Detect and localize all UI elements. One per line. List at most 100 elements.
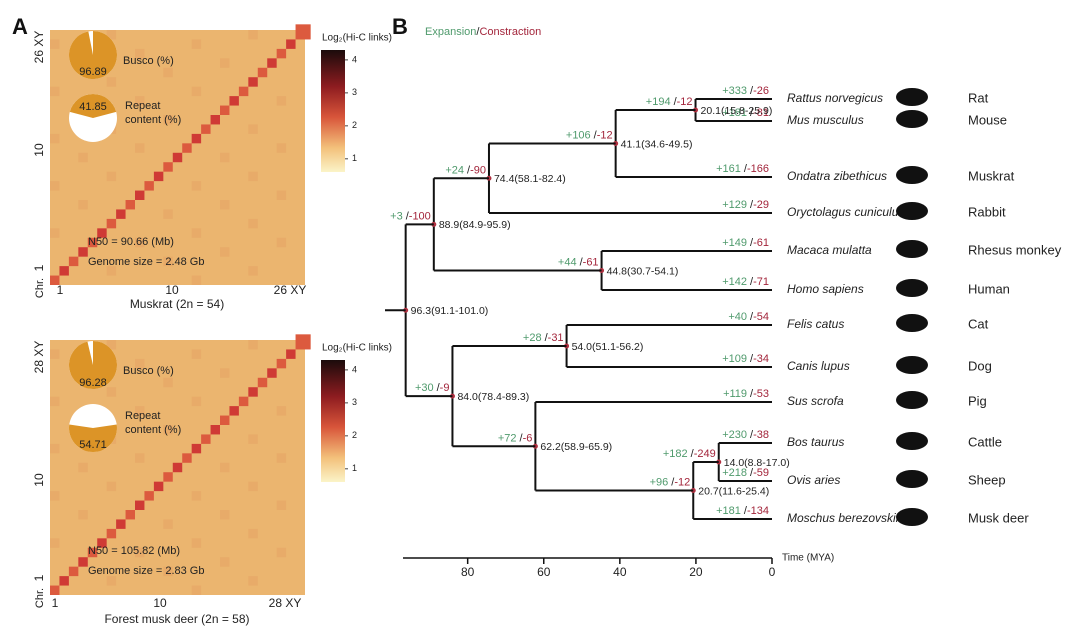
map-caption: Forest musk deer (2n = 58) — [104, 612, 249, 626]
branch-label: +106/-12 — [566, 129, 613, 141]
heatmap-texture — [248, 528, 258, 539]
repeat-label: content (%) — [125, 424, 181, 436]
expansion: +161 — [716, 163, 741, 175]
branch-label: +72/-6 — [498, 432, 533, 444]
heatmap-texture — [50, 443, 60, 454]
species: Homo sapiens — [787, 282, 864, 296]
contraction: -166 — [747, 163, 769, 175]
common-name: Cat — [968, 316, 989, 331]
separator: / — [691, 448, 695, 460]
heatmap-texture — [106, 266, 117, 276]
busco-value: 96.89 — [79, 66, 107, 78]
species: Mus musculus — [787, 113, 864, 127]
expansion: +28 — [523, 332, 542, 344]
separator: / — [594, 129, 598, 141]
branch-label: +30/-9 — [415, 382, 450, 394]
heatmap-texture — [191, 86, 202, 97]
heatmap-texture — [191, 275, 202, 285]
heatmap-texture — [220, 557, 230, 567]
species-icon — [896, 314, 928, 332]
heatmap-texture — [50, 228, 60, 238]
node-age: 44.8(30.7-54.1) — [607, 265, 679, 277]
repeat-label: content (%) — [125, 114, 181, 126]
heatmap-texture — [248, 124, 258, 134]
time-axis-label: Time (MYA) — [782, 553, 834, 564]
diagonal-block — [286, 39, 296, 49]
diagonal-block — [210, 425, 220, 435]
panel-letter: A — [12, 14, 28, 39]
tree: Rattus norvegicus Rat Mus musculus Mouse +33… — [385, 85, 1062, 526]
colorbar-tick-label: 3 — [352, 397, 357, 407]
heatmap-texture — [248, 171, 258, 182]
heatmap-texture — [276, 406, 287, 416]
branch-label: +230/-38 — [722, 429, 769, 441]
species: Felis catus — [787, 317, 844, 331]
diagonal-block — [135, 500, 145, 510]
heatmap-texture — [50, 133, 60, 144]
genome-size: Genome size = 2.83 Gb — [88, 565, 204, 577]
species-icon — [896, 88, 928, 106]
heatmap-texture — [248, 30, 258, 40]
colorbar-title: Log₂(Hi-C links) — [322, 33, 392, 44]
common-name: Muskrat — [968, 168, 1015, 183]
heatmap-texture — [106, 481, 117, 492]
heatmap-texture — [106, 77, 117, 87]
hic-map: 26 XY 10 1 Chr. 1 10 26 XY Muskrat (2n = 54) 96.… — [32, 24, 392, 311]
time-tick-label: 60 — [537, 565, 551, 579]
diagonal-block — [182, 453, 192, 463]
heatmap-texture — [163, 67, 173, 78]
x-axis-label: 26 XY — [274, 283, 307, 297]
y-axis-label: 1 — [32, 574, 46, 581]
genome-size: Genome size = 2.48 Gb — [88, 256, 204, 268]
diagonal-block — [116, 209, 126, 219]
diagonal-block — [78, 247, 88, 257]
legend-separator: / — [476, 26, 480, 38]
x-axis-label: 1 — [52, 596, 59, 610]
common-name: Human — [968, 281, 1010, 296]
contraction: -54 — [753, 311, 769, 323]
diagonal-block — [68, 256, 79, 267]
node-age: 14.0(8.8-17.0) — [724, 457, 790, 469]
diagonal-block — [295, 334, 311, 350]
colorbar-tick-label: 1 — [352, 153, 357, 163]
colorbar-tick-label: 2 — [352, 430, 357, 440]
diagonal-block — [276, 358, 287, 369]
x-axis-label: 10 — [165, 283, 179, 297]
diagonal-block — [257, 67, 268, 78]
species-icon — [896, 391, 928, 409]
heatmap-texture — [191, 538, 202, 548]
heatmap-texture — [106, 387, 117, 397]
chr-label: Chr. — [34, 588, 46, 608]
heatmap-texture — [135, 237, 145, 248]
common-name: Rabbit — [968, 204, 1006, 219]
diagonal-block — [163, 472, 173, 482]
expansion: +3 — [390, 210, 403, 222]
diagonal-block — [97, 538, 107, 548]
separator: / — [467, 164, 471, 176]
heatmap-texture — [276, 500, 287, 510]
expansion: +44 — [558, 256, 577, 268]
x-axis-label: 1 — [57, 283, 64, 297]
expansion: +72 — [498, 432, 517, 444]
heatmap-texture — [276, 453, 287, 463]
species: Sus scrofa — [787, 394, 844, 408]
contraction: -38 — [753, 429, 769, 441]
heatmap-texture — [191, 491, 202, 501]
diagonal-block — [191, 443, 202, 454]
heatmap-texture — [163, 566, 173, 577]
species: Bos taurus — [787, 435, 844, 449]
branch-label: +3/-100 — [390, 210, 431, 222]
separator: / — [674, 96, 678, 108]
y-axis-label: 10 — [32, 143, 46, 157]
heatmap-texture — [50, 396, 60, 407]
contraction: -6 — [523, 432, 533, 444]
species-icon — [896, 166, 928, 184]
diagonal-block — [172, 462, 183, 473]
species-icon — [896, 279, 928, 297]
contraction: -134 — [747, 505, 769, 517]
node-age: 84.0(78.4-89.3) — [457, 391, 529, 403]
contraction: -9 — [440, 382, 450, 394]
separator: / — [750, 353, 754, 365]
diagonal-block — [191, 133, 202, 144]
common-name: Cattle — [968, 434, 1002, 449]
